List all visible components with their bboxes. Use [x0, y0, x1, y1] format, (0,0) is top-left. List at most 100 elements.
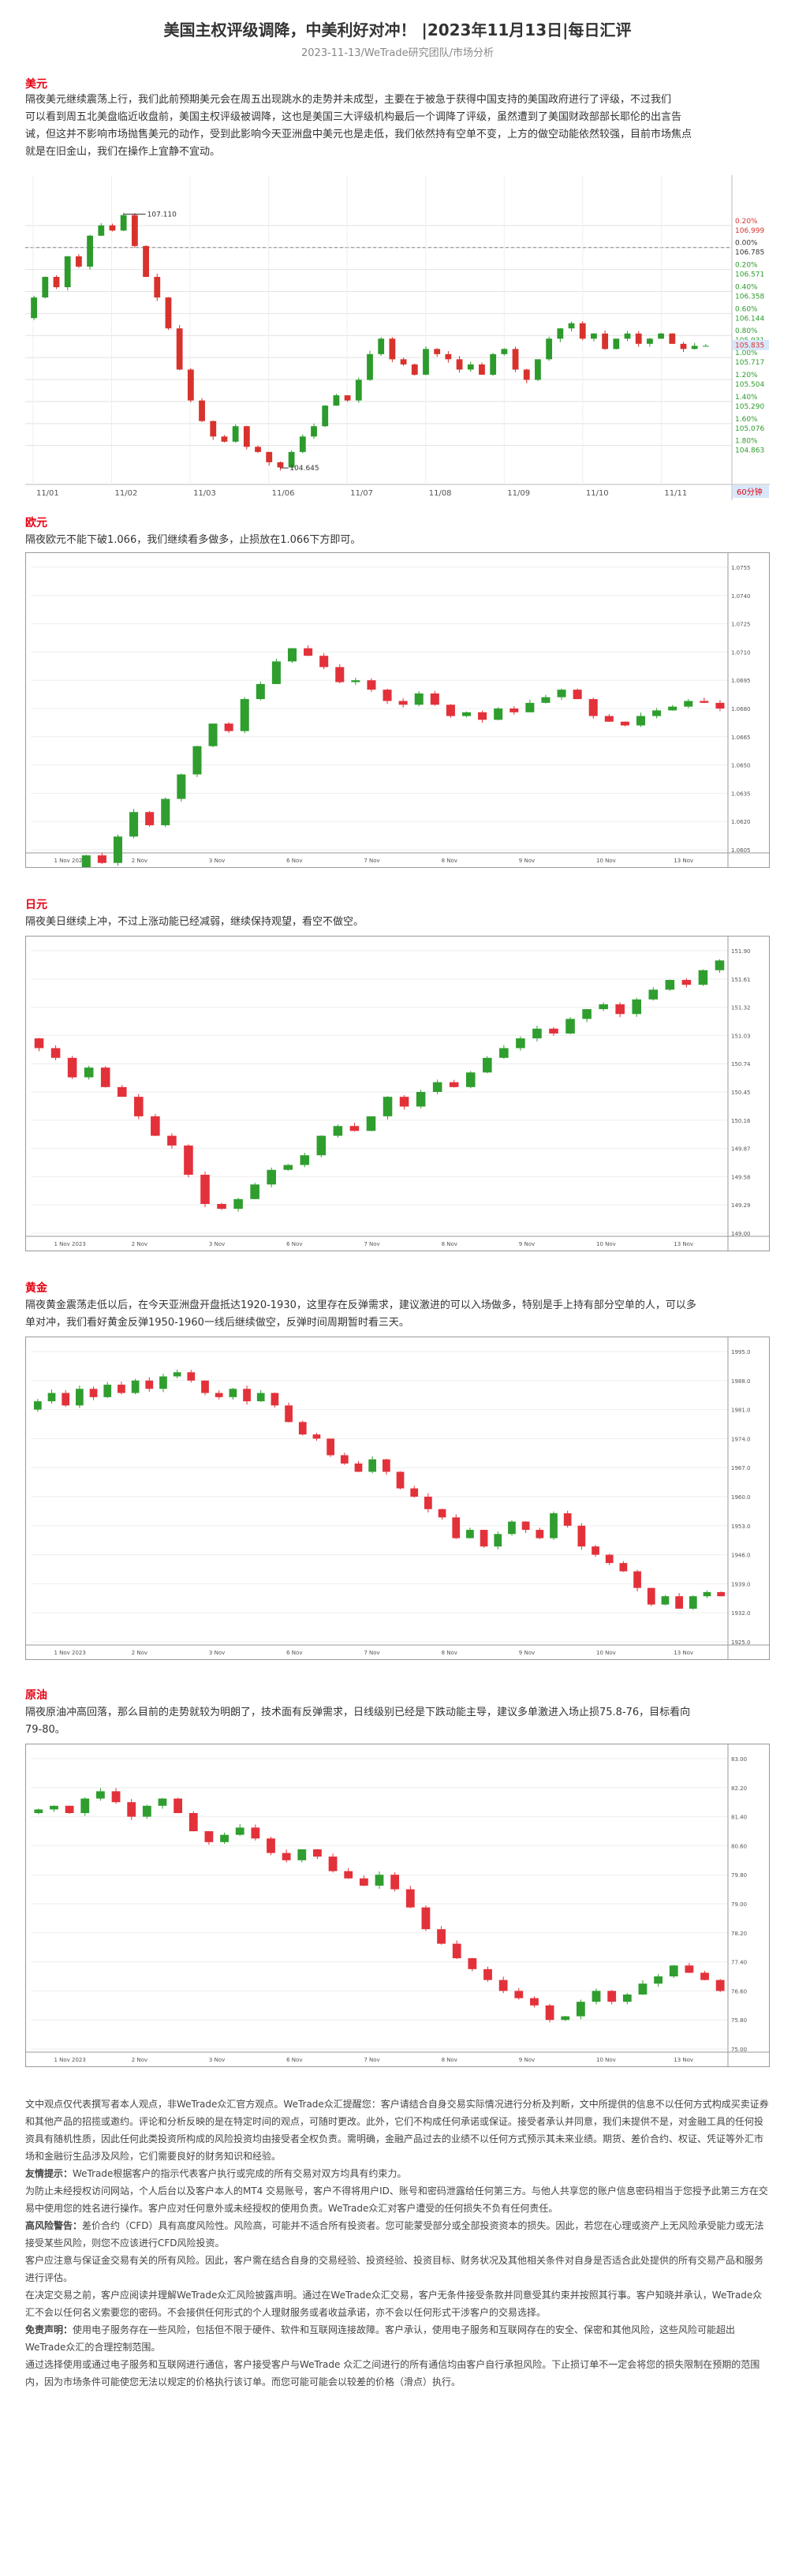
candle-body — [717, 1591, 726, 1597]
x-tick-label: 3 Nov — [209, 858, 225, 864]
candle-body — [480, 1530, 488, 1547]
candle-body — [383, 690, 392, 701]
y-tick-label: 1.0650 — [731, 763, 751, 769]
text-line: 就是在旧金山，我们在操作上宜静不宜动。 — [25, 146, 221, 158]
x-tick-label: 8 Nov — [442, 1650, 457, 1656]
disclaimer-line: 为防止未经授权访问网站，个人后台以及客户本人的MT4 交易账号，客户不得将用户I… — [25, 2182, 770, 2217]
candle-body — [333, 395, 340, 406]
y-tick-price: 106.144 — [735, 315, 764, 323]
candle-body — [304, 648, 313, 656]
disclaimer-intro: 文中观点仅代表撰写者本人观点，非WeTrade众汇官方观点。WeTrade众汇提… — [25, 2099, 769, 2162]
x-tick-label: 2 Nov — [132, 1241, 147, 1247]
candle-body — [251, 1827, 260, 1839]
candle-body — [437, 1929, 446, 1944]
page-subtitle: 2023-11-13/WeTrade研究团队/市场分析 — [301, 47, 494, 59]
disclaimer: 文中观点仅代表撰写者本人观点，非WeTrade众汇官方观点。WeTrade众汇提… — [25, 2096, 770, 2391]
candle-body — [703, 1591, 711, 1597]
text-line: 隔夜黄金震荡走低以后，在今天亚洲盘开盘抵达1920-1930，这里存在反弹需求，… — [25, 1299, 696, 1311]
candle-body — [210, 421, 217, 437]
candle-body — [50, 1805, 58, 1810]
candle-body — [243, 1389, 251, 1402]
candle-body — [479, 364, 485, 375]
candle-body — [602, 333, 609, 350]
candle-body — [715, 960, 725, 970]
candle-body — [638, 1983, 648, 1995]
candle-body — [565, 1019, 575, 1034]
disclaimer-text: 为防止未经授权访问网站，个人后台以及客户本人的MT4 交易账号，客户不得将用户I… — [25, 2185, 768, 2214]
candle-body — [681, 980, 692, 985]
candle-body — [75, 256, 82, 267]
candle-body — [546, 338, 553, 360]
candle-body — [120, 215, 127, 231]
x-tick-label: 11/11 — [664, 489, 687, 498]
x-tick-label: 6 Nov — [286, 1650, 302, 1656]
candle-body — [277, 462, 284, 468]
x-tick-label: 10 Nov — [596, 1650, 616, 1656]
candle-body — [340, 1455, 349, 1464]
candle-body — [685, 1965, 694, 1973]
y-tick-pct: 1.00% — [735, 350, 758, 357]
x-tick-label: 11/08 — [429, 489, 452, 498]
text-line: 隔夜欧元不能下破1.066，我们继续看多做多，止损放在1.066下方即可。 — [25, 534, 361, 546]
candle-body — [297, 1849, 307, 1860]
y-tick-pct: 1.40% — [735, 394, 758, 402]
candle-body — [367, 353, 373, 380]
candle-body — [715, 702, 725, 708]
x-tick-label: 11/03 — [193, 489, 216, 498]
y-tick-label: 1939.0 — [731, 1581, 751, 1587]
x-tick-label: 3 Nov — [209, 1650, 225, 1656]
last-price-label: 105.835 — [735, 342, 764, 350]
candle-body — [579, 323, 586, 339]
candle-body — [525, 702, 535, 712]
candle-body — [478, 712, 487, 720]
x-tick-label: 9 Nov — [519, 2057, 535, 2063]
candle-body — [187, 369, 194, 401]
candle-body — [313, 1849, 322, 1857]
y-tick-label: 150.16 — [731, 1118, 751, 1124]
candle-body — [541, 697, 551, 703]
x-tick-label: 11/06 — [272, 489, 295, 498]
candle-body — [499, 1048, 509, 1058]
candle-body — [390, 1875, 400, 1890]
x-tick-label: 9 Nov — [519, 858, 535, 864]
x-tick-label: 11/07 — [350, 489, 373, 498]
candle-body — [689, 1596, 697, 1609]
chart-svg: 1995.0 1988.0 1981.0 1974.0 1967.0 1960.0 1953… — [26, 1337, 769, 1659]
x-tick-label: 1 Nov 2023 — [54, 2057, 85, 2063]
y-tick-price: 104.863 — [735, 447, 764, 455]
candle-body — [669, 333, 676, 344]
candle-body — [588, 699, 598, 716]
candle-body — [652, 710, 662, 716]
candle-body — [654, 1976, 663, 1984]
section-title-usd: 美元 — [25, 78, 47, 91]
candle-body — [97, 855, 106, 863]
candle-body — [131, 1380, 140, 1393]
candle-body — [516, 1038, 525, 1049]
oil-chart: 83.00 82.20 81.40 80.60 79.80 79.00 78.20 77.40… — [25, 1744, 770, 2067]
candle-body — [256, 683, 265, 700]
x-tick-label: 11/02 — [115, 489, 138, 498]
candle-body — [95, 1791, 105, 1799]
candle-body — [622, 1995, 632, 2002]
candle-body — [199, 400, 205, 421]
text-line: 诫，但这并不影响市场抛售美元的动作，受到此影响今天亚洲盘中美元也是走低，我们依然… — [25, 129, 692, 140]
candle-body — [221, 436, 228, 442]
disclaimer-text: 使用电子服务存在一些风险，包括但不限于硬件、软件和互联网连接故障。客户承认，使用… — [25, 2324, 736, 2353]
candle-body — [327, 1438, 334, 1456]
candle-body — [62, 1393, 70, 1406]
section-title-eur: 欧元 — [25, 517, 47, 529]
disclaimer-text: 通过选择使用或通过电子服务和互联网进行通信，客户接受客户与WeTrade 众汇之… — [25, 2359, 760, 2387]
disclaimer-line: 高风险警告：差价合约（CFD）具有高度风险性。风险高，可能并不适合所有投资者。您… — [25, 2217, 770, 2252]
y-tick-label: 150.74 — [731, 1061, 751, 1067]
gold-chart: 1995.0 1988.0 1981.0 1974.0 1967.0 1960.0 1953… — [25, 1337, 770, 1660]
candle-body — [250, 1184, 259, 1199]
candle-body — [187, 1372, 196, 1381]
candle-body — [215, 1393, 223, 1397]
candle-body — [658, 333, 665, 339]
candle-body — [208, 723, 218, 746]
y-tick-label: 1.0620 — [731, 819, 751, 825]
candle-body — [298, 1422, 307, 1435]
candle-body — [430, 693, 439, 705]
candle-body — [424, 1497, 432, 1509]
period-box — [733, 485, 769, 498]
